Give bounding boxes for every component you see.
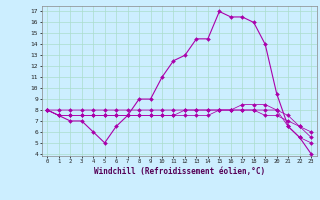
X-axis label: Windchill (Refroidissement éolien,°C): Windchill (Refroidissement éolien,°C) bbox=[94, 167, 265, 176]
